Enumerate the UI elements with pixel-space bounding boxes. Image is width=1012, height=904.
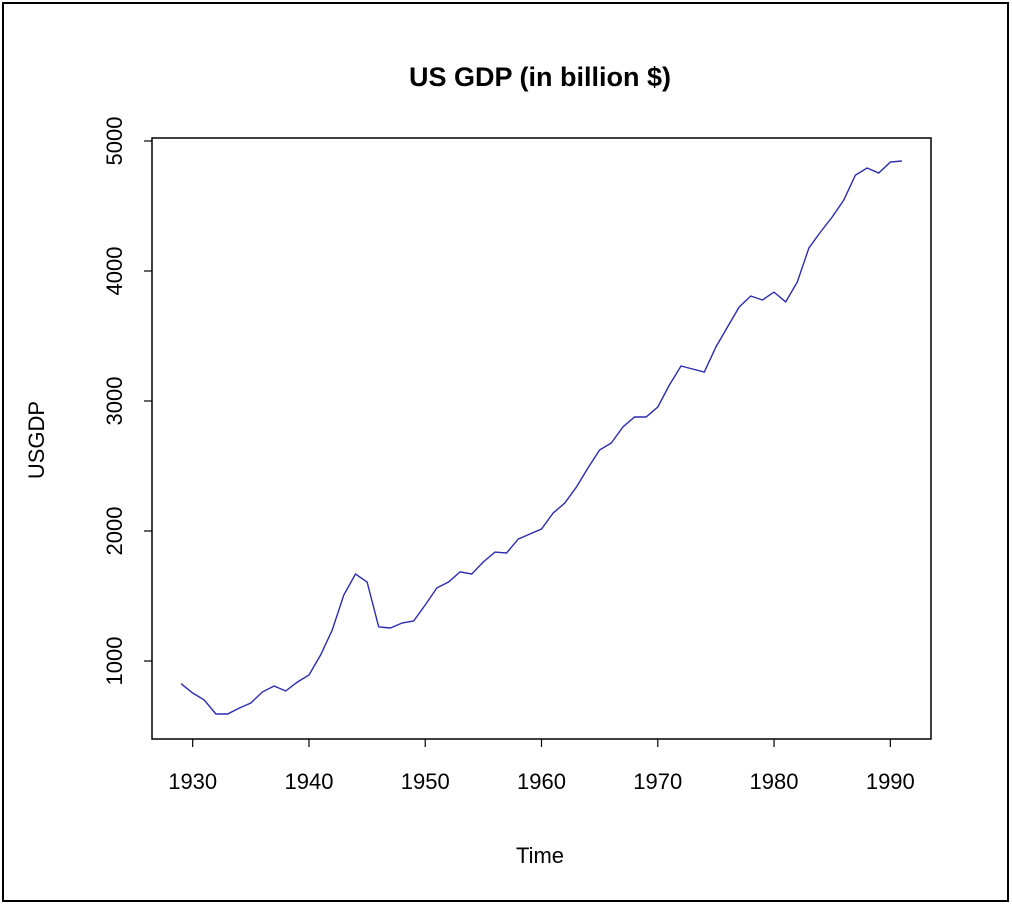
- y-tick-label: 2000: [102, 507, 127, 556]
- y-tick-label: 4000: [102, 247, 127, 296]
- y-tick-label: 5000: [102, 117, 127, 166]
- x-tick-label: 1980: [750, 769, 799, 794]
- x-axis: 1930 1940 1950 1960 1970 1980 1990: [168, 739, 915, 794]
- x-tick-label: 1950: [401, 769, 450, 794]
- y-tick-label: 1000: [102, 637, 127, 686]
- series-line: [180, 160, 902, 715]
- x-tick-label: 1960: [517, 769, 566, 794]
- y-tick-label: 3000: [102, 377, 127, 426]
- y-axis: 1000 2000 3000 4000 5000: [102, 117, 152, 686]
- x-tick-label: 1990: [866, 769, 915, 794]
- x-tick-label: 1930: [168, 769, 217, 794]
- x-tick-label: 1940: [284, 769, 333, 794]
- x-axis-label: Time: [516, 843, 564, 868]
- y-axis-label: USGDP: [24, 401, 49, 479]
- chart-title: US GDP (in billion $): [409, 62, 671, 92]
- series-group: [180, 160, 902, 715]
- x-tick-label: 1970: [633, 769, 682, 794]
